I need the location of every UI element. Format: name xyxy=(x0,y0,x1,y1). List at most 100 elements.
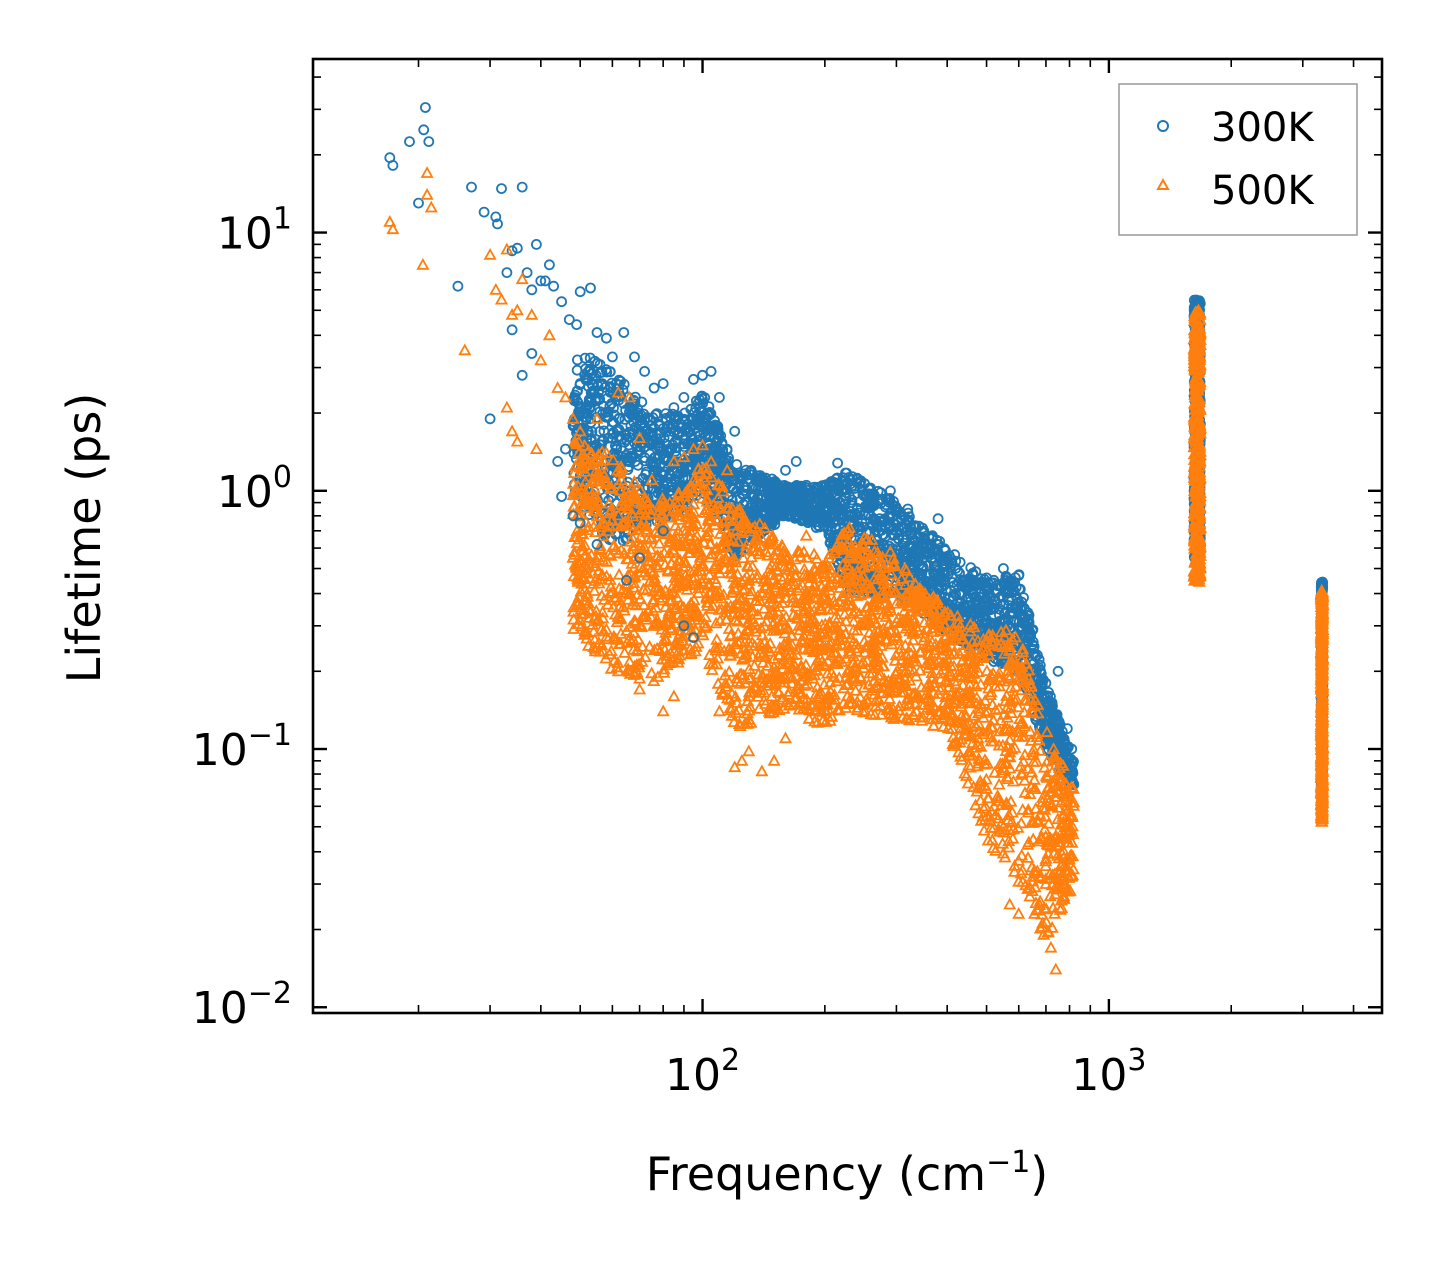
band-point-300k xyxy=(990,587,1002,599)
band-point-500k xyxy=(700,483,714,496)
band-point-300k xyxy=(692,397,704,409)
band-point-500k xyxy=(762,607,776,620)
band-point-300k xyxy=(957,576,969,588)
band-point-300k xyxy=(934,536,946,547)
band-point-500k xyxy=(1007,865,1021,877)
band-500k-0 xyxy=(566,435,1081,940)
band-point-500k xyxy=(728,637,742,650)
band-point-300k xyxy=(582,366,594,377)
band-point-300k xyxy=(943,568,954,579)
band-point-300k xyxy=(1044,718,1056,729)
band-point-300k xyxy=(665,457,677,468)
band-point-300k xyxy=(833,481,844,493)
band-point-300k xyxy=(609,409,620,421)
band-point-300k xyxy=(732,467,744,479)
band-point-500k xyxy=(581,639,595,651)
band-point-300k xyxy=(638,425,650,437)
band-point-500k xyxy=(589,464,603,476)
band-point-300k xyxy=(667,419,679,431)
band-point-300k xyxy=(700,429,711,441)
band-point-300k xyxy=(571,395,583,407)
band-point-300k xyxy=(629,455,641,467)
band-point-300k xyxy=(754,485,766,497)
band-point-300k xyxy=(1052,732,1063,743)
band-point-300k xyxy=(928,567,939,579)
band-point-300k xyxy=(632,428,644,439)
band-point-300k xyxy=(846,497,858,509)
band-point-300k xyxy=(947,591,959,602)
band-point-300k xyxy=(571,364,583,376)
band-point-500k xyxy=(761,659,775,671)
band-point-300k xyxy=(584,401,596,413)
band-point-300k xyxy=(620,449,632,461)
band-point-500k xyxy=(889,596,903,609)
band-point-300k xyxy=(1050,709,1061,721)
band-point-300k xyxy=(1018,613,1029,625)
band-point-300k xyxy=(620,404,631,416)
band-point-300k xyxy=(918,540,930,552)
band-point-300k xyxy=(579,352,591,364)
band-point-500k xyxy=(857,680,871,693)
band-point-300k xyxy=(649,452,660,464)
band-point-300k xyxy=(594,359,606,370)
band-point-300k xyxy=(791,510,803,522)
band-point-300k xyxy=(1007,584,1019,595)
band-point-300k xyxy=(821,506,832,518)
band-point-300k xyxy=(975,573,987,585)
band-point-500k xyxy=(884,567,898,580)
band-point-300k xyxy=(572,385,583,397)
band-point-300k xyxy=(738,481,750,493)
band-point-300k xyxy=(887,524,899,536)
band-point-300k xyxy=(777,510,789,522)
band-point-300k xyxy=(633,446,644,458)
band-point-300k xyxy=(581,373,592,385)
band-point-300k xyxy=(585,433,597,445)
band-point-300k xyxy=(594,426,605,437)
band-point-300k xyxy=(926,582,937,594)
band-point-300k xyxy=(574,379,586,391)
band-point-300k xyxy=(611,425,623,437)
band-point-300k xyxy=(652,441,664,453)
band-point-500k xyxy=(645,666,659,679)
band-point-500k xyxy=(898,665,912,678)
band-point-300k xyxy=(650,438,661,450)
band-point-300k xyxy=(644,415,656,427)
band-point-300k xyxy=(906,555,918,567)
band-point-300k xyxy=(975,601,987,613)
band-point-500k xyxy=(716,484,730,497)
band-point-500k xyxy=(657,662,671,675)
band-point-300k xyxy=(572,354,583,366)
band-point-300k xyxy=(904,511,915,523)
band-point-500k xyxy=(899,564,913,576)
band-point-300k xyxy=(737,488,749,499)
band-point-300k xyxy=(805,503,816,515)
band-point-300k xyxy=(910,521,922,533)
band-point-300k xyxy=(613,374,625,386)
band-point-300k xyxy=(1025,631,1036,642)
band-point-500k xyxy=(889,648,903,661)
band-point-500k xyxy=(862,677,876,690)
band-point-500k xyxy=(578,438,592,451)
band-point-300k xyxy=(938,568,950,580)
band-point-300k xyxy=(1047,712,1059,724)
band-point-300k xyxy=(689,456,700,468)
band-point-300k xyxy=(672,457,684,469)
band-point-500k xyxy=(567,466,581,479)
band-point-300k xyxy=(1028,643,1039,655)
band-point-300k xyxy=(814,508,826,519)
band-point-300k xyxy=(846,471,858,483)
band-point-300k xyxy=(603,495,614,506)
band-point-300k xyxy=(680,422,692,434)
band-point-300k xyxy=(602,410,614,422)
band-point-300k xyxy=(752,492,763,504)
band-point-500k xyxy=(643,639,657,652)
band-point-300k xyxy=(672,434,683,446)
band-point-300k xyxy=(646,420,658,431)
band-point-300k xyxy=(893,533,904,545)
band-point-300k xyxy=(940,584,952,596)
band-point-500k xyxy=(1042,816,1056,829)
band-point-300k xyxy=(890,503,902,515)
band-point-300k xyxy=(791,488,803,500)
band-point-300k xyxy=(679,407,691,419)
band-point-300k xyxy=(1050,715,1062,727)
